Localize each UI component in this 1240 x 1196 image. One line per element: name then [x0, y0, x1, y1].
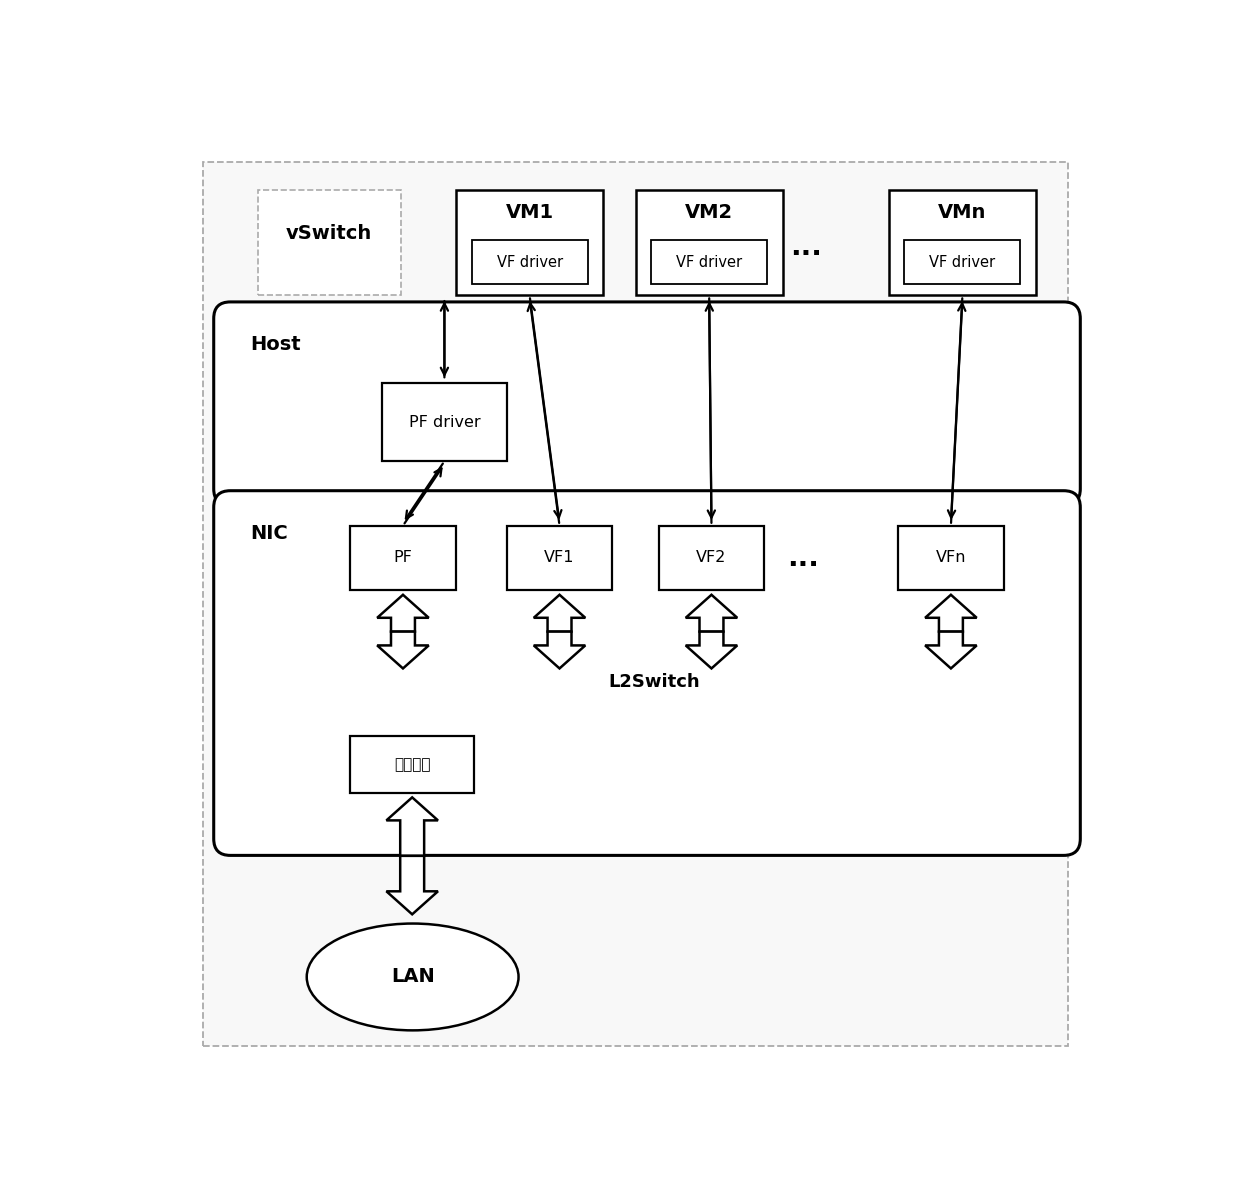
Text: VF driver: VF driver	[929, 255, 996, 269]
Text: ...: ...	[790, 233, 822, 261]
FancyBboxPatch shape	[635, 190, 782, 295]
FancyBboxPatch shape	[898, 526, 1004, 590]
Ellipse shape	[306, 923, 518, 1031]
Polygon shape	[377, 594, 429, 631]
Text: ...: ...	[787, 544, 820, 572]
Text: 物理网口: 物理网口	[394, 757, 430, 771]
Text: VFn: VFn	[936, 550, 966, 566]
Text: LAN: LAN	[391, 968, 434, 987]
Polygon shape	[686, 631, 738, 669]
FancyBboxPatch shape	[658, 526, 764, 590]
Polygon shape	[377, 631, 429, 669]
Polygon shape	[387, 798, 438, 856]
FancyBboxPatch shape	[456, 190, 604, 295]
Text: VF driver: VF driver	[496, 255, 563, 269]
Polygon shape	[686, 594, 738, 631]
FancyBboxPatch shape	[471, 240, 588, 285]
Text: PF driver: PF driver	[409, 415, 480, 429]
Polygon shape	[925, 631, 977, 669]
Text: VM1: VM1	[506, 203, 553, 222]
Text: PF: PF	[393, 550, 413, 566]
FancyBboxPatch shape	[350, 526, 456, 590]
Polygon shape	[533, 594, 585, 631]
Text: VMn: VMn	[939, 203, 987, 222]
Text: vSwitch: vSwitch	[286, 224, 372, 243]
Text: Host: Host	[250, 335, 301, 354]
Polygon shape	[925, 594, 977, 631]
FancyBboxPatch shape	[213, 490, 1080, 855]
Text: VF driver: VF driver	[676, 255, 743, 269]
Text: VF2: VF2	[697, 550, 727, 566]
Text: VF1: VF1	[544, 550, 575, 566]
Text: VM2: VM2	[686, 203, 733, 222]
FancyBboxPatch shape	[258, 190, 401, 295]
Polygon shape	[533, 631, 585, 669]
Polygon shape	[387, 856, 438, 914]
FancyBboxPatch shape	[651, 240, 768, 285]
FancyBboxPatch shape	[350, 736, 475, 793]
Text: L2Switch: L2Switch	[608, 673, 699, 691]
FancyBboxPatch shape	[382, 383, 507, 462]
FancyBboxPatch shape	[507, 526, 613, 590]
FancyBboxPatch shape	[904, 240, 1021, 285]
Text: NIC: NIC	[250, 524, 289, 543]
FancyBboxPatch shape	[213, 301, 1080, 506]
FancyBboxPatch shape	[889, 190, 1037, 295]
